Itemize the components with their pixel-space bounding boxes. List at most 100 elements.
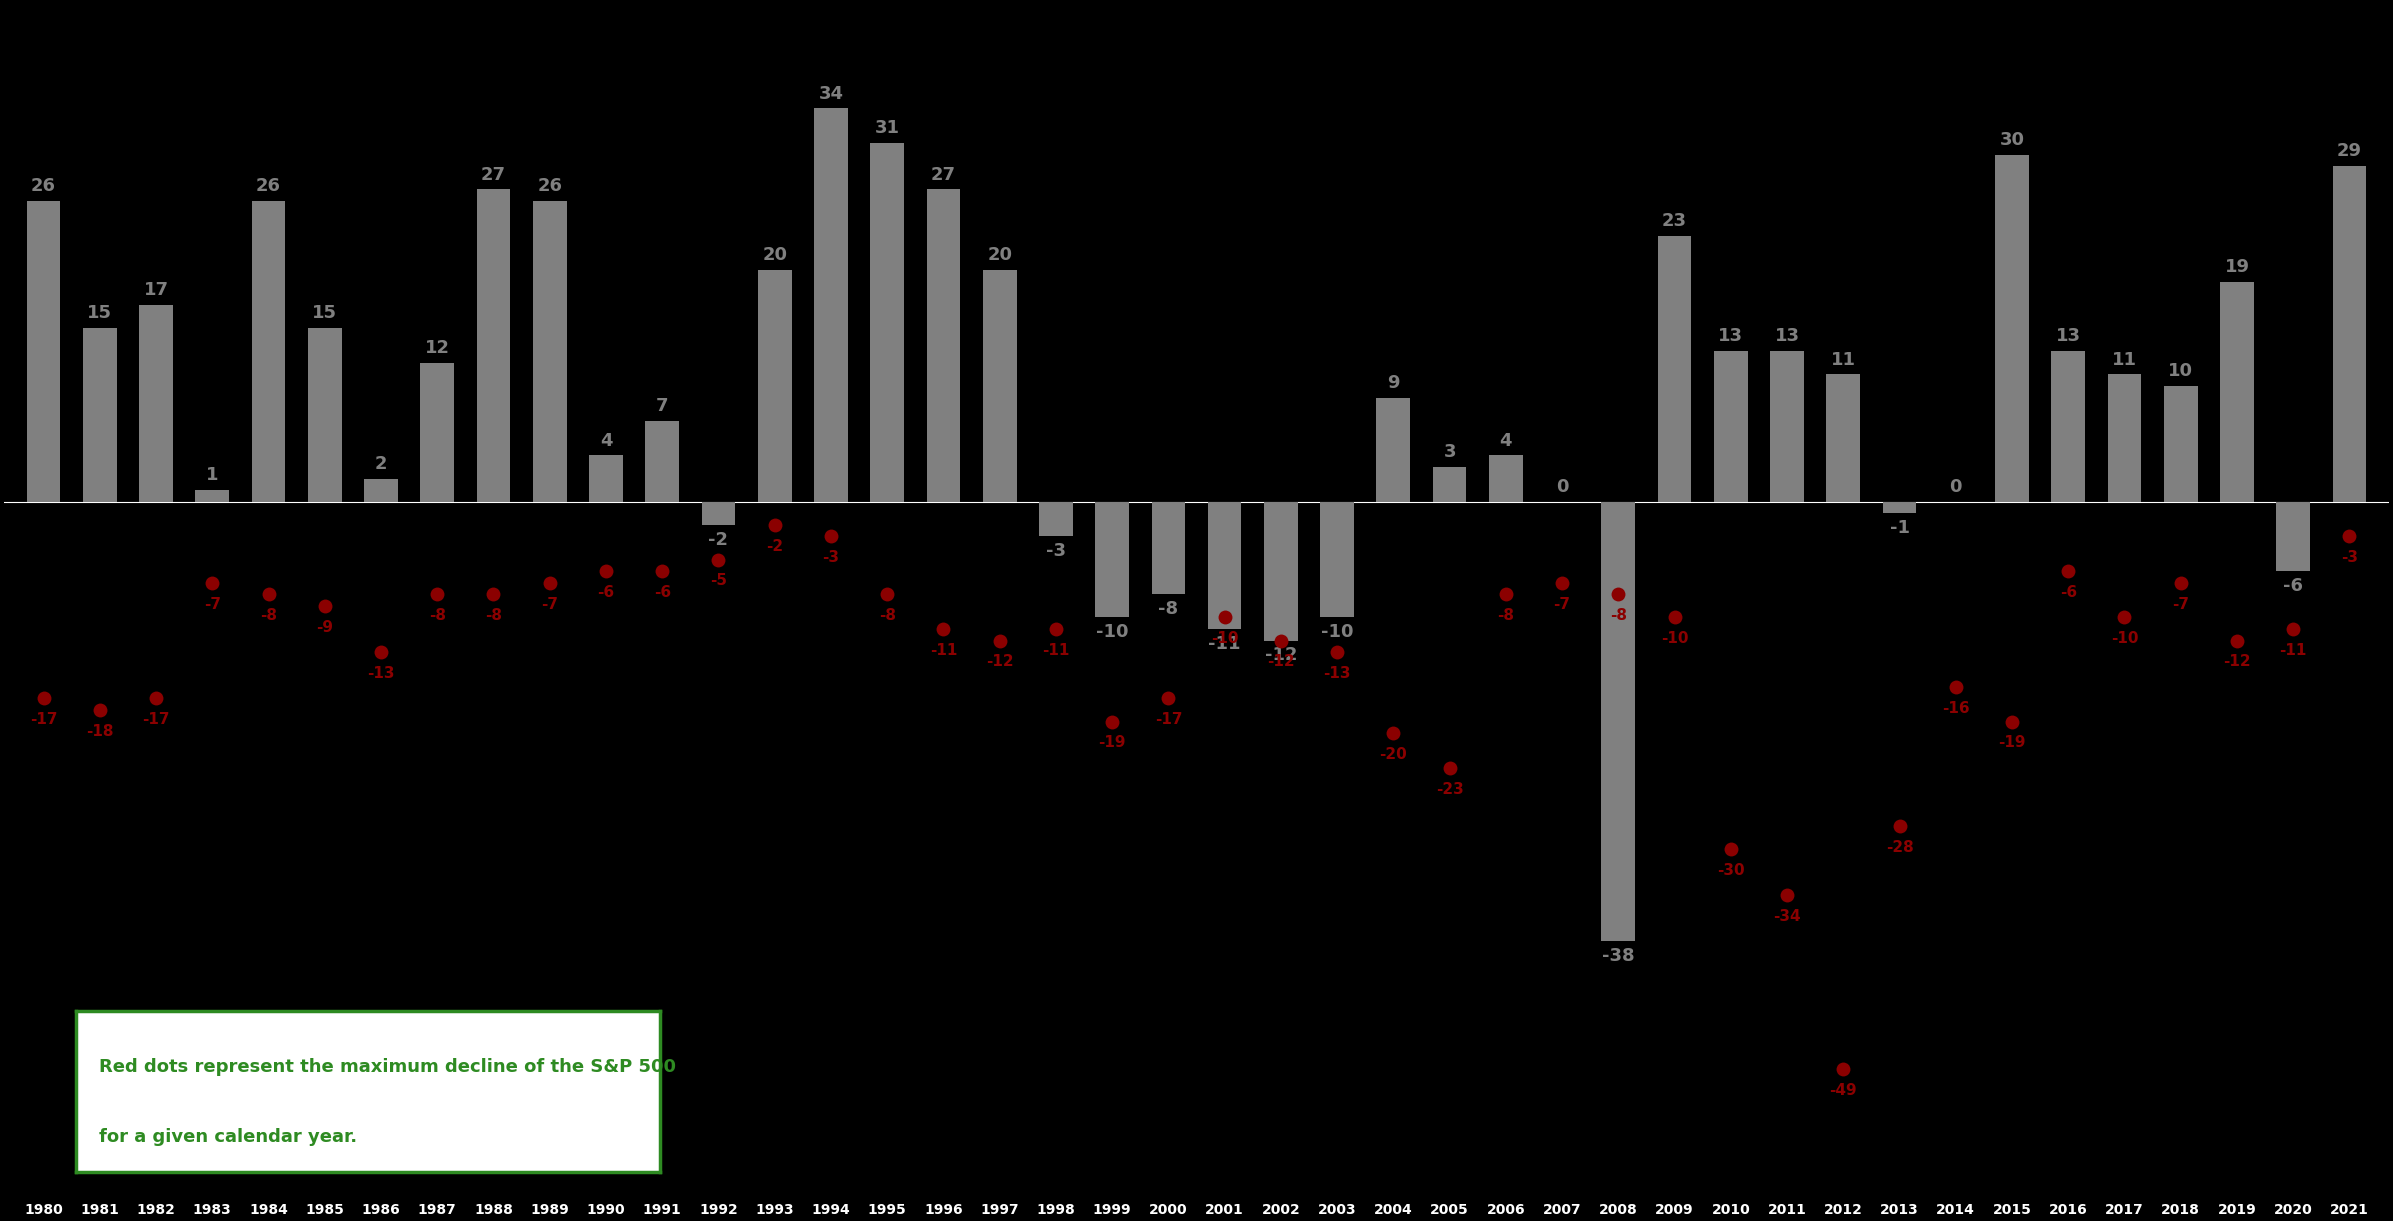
Text: 9: 9: [1388, 374, 1400, 392]
Bar: [589, 455, 622, 502]
Text: -11: -11: [1043, 642, 1070, 658]
Text: -8: -8: [1498, 608, 1515, 623]
Text: -10: -10: [1096, 623, 1129, 641]
Bar: [84, 328, 117, 502]
Text: 15: 15: [311, 304, 337, 322]
Bar: [1151, 502, 1185, 595]
Bar: [309, 328, 342, 502]
Bar: [139, 305, 172, 502]
Bar: [1771, 352, 1804, 502]
Text: -3: -3: [823, 551, 840, 565]
Text: -18: -18: [86, 724, 112, 739]
Bar: [814, 109, 847, 502]
Bar: [2051, 352, 2084, 502]
Bar: [759, 270, 792, 502]
Text: -11: -11: [2281, 642, 2307, 658]
Bar: [2333, 166, 2367, 502]
Text: 1: 1: [206, 466, 218, 485]
Text: 15: 15: [86, 304, 112, 322]
Text: -17: -17: [29, 712, 57, 728]
Text: 27: 27: [481, 166, 505, 183]
Text: -13: -13: [1323, 665, 1352, 681]
Text: -7: -7: [203, 597, 220, 612]
Bar: [1996, 155, 2029, 502]
Text: 26: 26: [256, 177, 280, 195]
Bar: [1264, 502, 1297, 641]
Text: -10: -10: [2111, 631, 2139, 646]
Text: -23: -23: [1436, 781, 1465, 796]
Text: 26: 26: [536, 177, 562, 195]
Text: 4: 4: [601, 431, 613, 449]
Text: 26: 26: [31, 177, 55, 195]
Bar: [534, 201, 567, 502]
Text: 34: 34: [818, 84, 842, 103]
Text: -3: -3: [1046, 542, 1065, 560]
Text: 13: 13: [1776, 327, 1800, 346]
Bar: [1321, 502, 1354, 618]
Text: -8: -8: [261, 608, 278, 623]
Text: 13: 13: [1718, 327, 1742, 346]
Bar: [1208, 502, 1242, 629]
Text: 20: 20: [763, 247, 787, 265]
Text: 29: 29: [2338, 143, 2362, 160]
Text: -6: -6: [653, 585, 670, 600]
Text: -13: -13: [366, 665, 395, 681]
Bar: [251, 201, 285, 502]
Text: 20: 20: [988, 247, 1012, 265]
Text: -7: -7: [2173, 597, 2190, 612]
Text: -11: -11: [931, 642, 957, 658]
Text: -8: -8: [428, 608, 445, 623]
Text: -8: -8: [878, 608, 895, 623]
Bar: [1883, 502, 1917, 513]
Text: 17: 17: [144, 281, 168, 299]
Text: -38: -38: [1601, 947, 1634, 965]
Text: 27: 27: [931, 166, 955, 183]
Text: -12: -12: [2223, 654, 2252, 669]
Bar: [1601, 502, 1634, 941]
Text: -7: -7: [541, 597, 558, 612]
Bar: [926, 189, 960, 502]
Text: -20: -20: [1378, 747, 1407, 762]
Text: 19: 19: [2225, 258, 2249, 276]
Text: -2: -2: [708, 531, 727, 548]
Bar: [2163, 386, 2197, 502]
Bar: [646, 421, 680, 502]
Text: -6: -6: [2060, 585, 2077, 600]
Text: -10: -10: [1211, 631, 1237, 646]
Text: -12: -12: [986, 654, 1015, 669]
Text: 23: 23: [1663, 211, 1687, 230]
Text: 11: 11: [2113, 350, 2137, 369]
Text: -16: -16: [1943, 701, 1969, 716]
Text: -6: -6: [2283, 576, 2302, 595]
Bar: [196, 490, 230, 502]
Text: 0: 0: [1950, 477, 1962, 496]
Bar: [871, 143, 905, 502]
Text: 3: 3: [1443, 443, 1455, 462]
Bar: [1713, 352, 1747, 502]
Bar: [1096, 502, 1129, 618]
Text: -8: -8: [486, 608, 503, 623]
Text: -34: -34: [1773, 908, 1802, 924]
Text: 30: 30: [2001, 131, 2024, 149]
Bar: [2221, 282, 2254, 502]
Bar: [1658, 236, 1692, 502]
Bar: [2276, 502, 2309, 571]
Text: -49: -49: [1831, 1083, 1857, 1098]
Text: 7: 7: [656, 397, 668, 415]
Bar: [364, 479, 397, 502]
Bar: [2108, 375, 2142, 502]
Bar: [476, 189, 510, 502]
Text: -17: -17: [1156, 712, 1182, 728]
Bar: [1039, 502, 1072, 536]
Bar: [984, 270, 1017, 502]
Bar: [1433, 466, 1467, 502]
Text: 31: 31: [876, 120, 900, 137]
Bar: [701, 502, 735, 525]
Text: -11: -11: [1208, 635, 1242, 653]
Text: -19: -19: [1098, 735, 1125, 751]
Bar: [1488, 455, 1522, 502]
Text: 12: 12: [424, 339, 450, 357]
Text: -7: -7: [1553, 597, 1570, 612]
Text: -5: -5: [711, 574, 727, 589]
Text: -8: -8: [1610, 608, 1627, 623]
